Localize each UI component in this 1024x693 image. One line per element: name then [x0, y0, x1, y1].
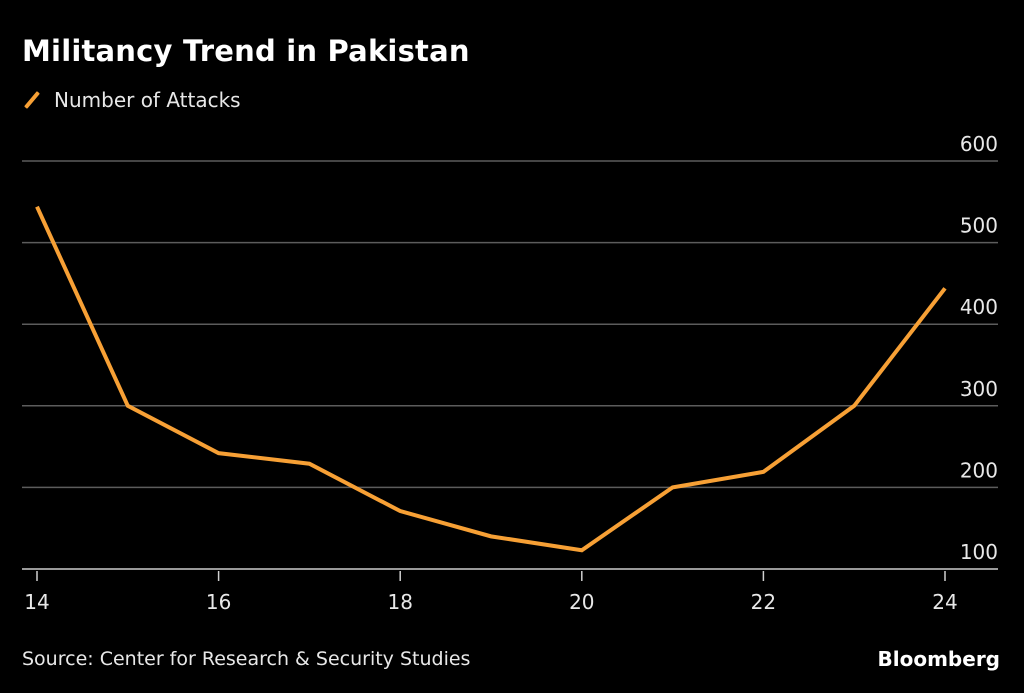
- y-tick-label: 300: [960, 377, 998, 401]
- x-tick-label: 16: [206, 590, 231, 614]
- x-tick-label: 14: [24, 590, 49, 614]
- x-tick-label: 18: [387, 590, 412, 614]
- y-tick-label: 400: [960, 295, 998, 319]
- y-tick-label: 500: [960, 214, 998, 238]
- legend: Number of Attacks: [24, 88, 241, 112]
- y-tick-label: 600: [960, 132, 998, 156]
- y-tick-label: 100: [960, 540, 998, 564]
- source-note: Source: Center for Research & Security S…: [22, 648, 471, 670]
- x-tick-label: 24: [932, 590, 957, 614]
- legend-label: Number of Attacks: [54, 88, 241, 112]
- series-line: [35, 205, 947, 553]
- bloomberg-logo: Bloomberg: [877, 647, 1000, 671]
- x-tick-label: 20: [569, 590, 594, 614]
- x-tick-label: 22: [751, 590, 776, 614]
- y-tick-label: 200: [960, 458, 998, 482]
- chart-title: Militancy Trend in Pakistan: [22, 34, 470, 68]
